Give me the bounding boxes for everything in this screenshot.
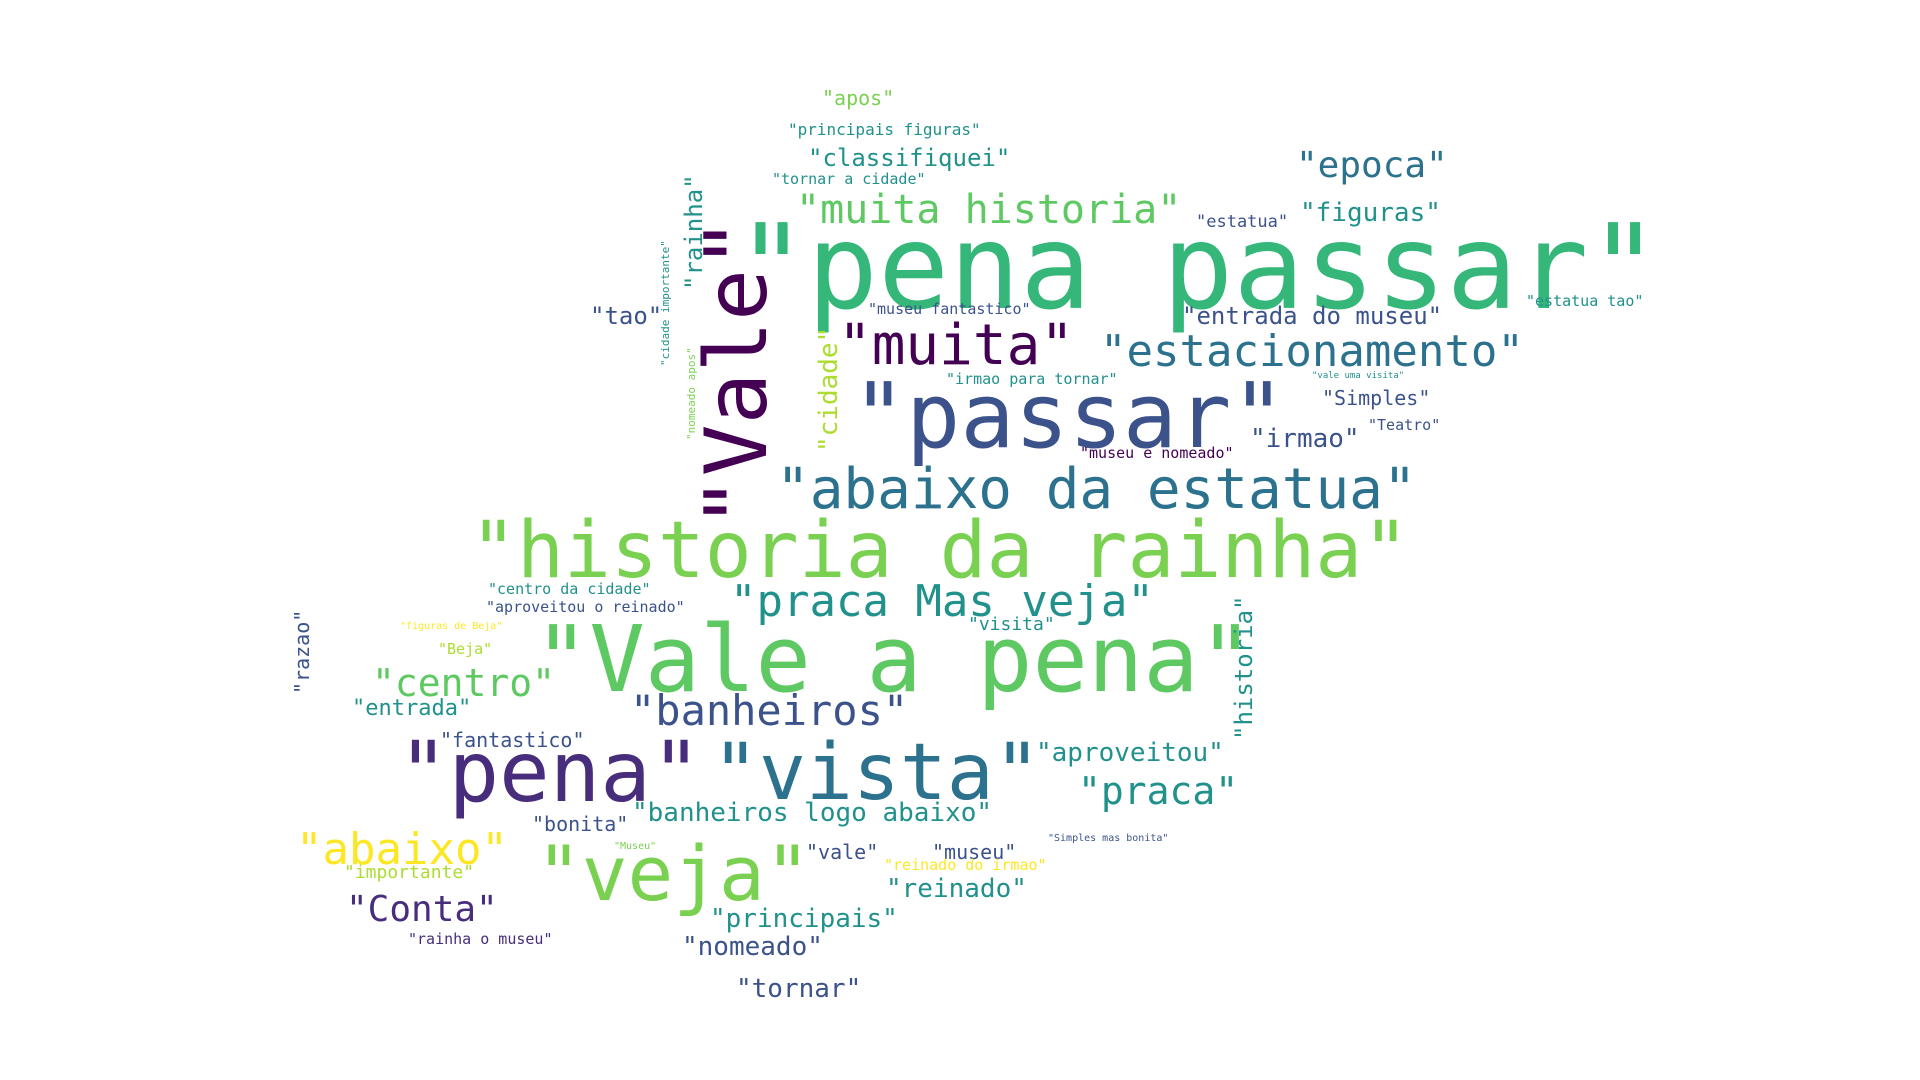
word-simples: "Simples" xyxy=(1322,386,1431,410)
word-tornar-a-cidade: "tornar a cidade" xyxy=(772,170,926,188)
word-razao-vertical: "razao" xyxy=(290,609,314,694)
word-visita: "visita" xyxy=(968,614,1055,635)
word-museu-e-nomeado: "museu e nomeado" xyxy=(1080,444,1234,462)
word-vale-uma-visita: "vale uma visita" xyxy=(1312,371,1405,381)
word-figuras: "figuras" xyxy=(1300,198,1441,228)
word-pena: "pena" xyxy=(398,723,702,821)
word-abaixo: "abaixo" xyxy=(296,824,508,875)
word-estatua-tao: "estatua tao" xyxy=(1526,292,1644,310)
word-irmao: "irmao" xyxy=(1250,424,1360,454)
word-praca-mas-veja: "praca Mas veja" xyxy=(730,576,1154,627)
word-conta: "Conta" xyxy=(346,889,498,930)
word-estatua: "estatua" xyxy=(1196,212,1289,232)
word-epoca: "epoca" xyxy=(1296,145,1448,186)
word-teatro: "Teatro" xyxy=(1368,416,1441,434)
word-banheiros-logo-abaixo: "banheiros logo abaixo" xyxy=(632,798,993,828)
word-banheiros: "banheiros" xyxy=(630,686,909,735)
word-reinado: "reinado" xyxy=(886,874,1027,904)
word-classifiquei: "classifiquei" xyxy=(808,144,1011,172)
word-entrada: "entrada" xyxy=(352,696,472,721)
word-nomeado: "nomeado" xyxy=(682,932,823,962)
word-veja: "veja" xyxy=(536,829,811,918)
word-fantastico: "fantastico" xyxy=(440,728,585,752)
word-centro-da-cidade: "centro da cidade" xyxy=(488,580,651,598)
word-estacionamento: "estacionamento" xyxy=(1100,326,1524,377)
word-passar: "passar" xyxy=(852,364,1286,469)
word-muita-historia: "muita historia" xyxy=(796,187,1182,233)
word-irmao-para-tornar: "irmao para tornar" xyxy=(946,370,1118,388)
word-tornar: "tornar" xyxy=(736,974,862,1004)
word-nomeado-apos-vertical: "nomeado apos" xyxy=(685,347,698,440)
word-aproveitou: "aproveitou" xyxy=(1036,738,1224,768)
word-museu: "museu" xyxy=(932,840,1017,864)
word-museu-small: "Museu" xyxy=(614,841,657,852)
word-cidade-importante-vertical: "cidade importante" xyxy=(659,240,672,366)
word-muita: "muita" xyxy=(838,313,1075,378)
word-figuras-de-beja: "figuras de Beja" xyxy=(400,621,503,632)
word-apos: "apos" xyxy=(822,86,895,110)
word-vale-a-pena: "Vale a pena" xyxy=(534,606,1255,713)
word-abaixo-da-estatua: "abaixo da estatua" xyxy=(776,457,1417,522)
word-simples-mas-bonita: "Simples mas bonita" xyxy=(1048,833,1169,844)
word-entrada-do-museu: "entrada do museu" xyxy=(1182,302,1443,330)
word-historia-vertical: "historia" xyxy=(1230,595,1258,741)
word-praca: "praca" xyxy=(1078,769,1239,813)
word-museu-fantastico: "museu fantastico" xyxy=(868,300,1031,318)
word-aproveitou-o-reinado: "aproveitou o reinado" xyxy=(486,598,685,616)
word-rainha-o-museu: "rainha o museu" xyxy=(408,930,553,948)
word-principais: "principais" xyxy=(710,904,898,934)
word-cidade-vertical: "cidade" xyxy=(814,326,844,452)
word-importante: "importante" xyxy=(344,862,475,883)
word-tao: "tao" xyxy=(590,302,663,330)
word-centro: "centro" xyxy=(372,661,556,705)
word-vista: "vista" xyxy=(712,728,1041,818)
word-principais-figuras: "principais figuras" xyxy=(788,120,981,139)
word-reinado-do-irmao: "reinado do irmao" xyxy=(884,856,1047,874)
word-vale: "vale" xyxy=(806,840,879,864)
word-beja: "Beja" xyxy=(438,640,493,658)
word-pena-passar: "pena passar" xyxy=(736,198,1660,336)
word-rainha-vertical: "rainha" xyxy=(680,174,708,290)
word-historia-da-rainha: "historia da rainha" xyxy=(470,506,1410,596)
word-bonita: "bonita" xyxy=(532,812,629,836)
